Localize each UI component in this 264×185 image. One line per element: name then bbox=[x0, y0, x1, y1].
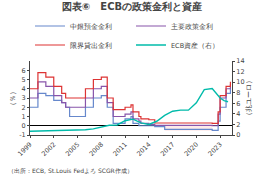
svg-text:0: 0 bbox=[236, 131, 240, 139]
svg-text:3: 3 bbox=[22, 94, 26, 102]
svg-text:10: 10 bbox=[236, 78, 244, 86]
svg-text:2005: 2005 bbox=[64, 141, 81, 158]
svg-text:2014: 2014 bbox=[135, 141, 152, 158]
svg-text:0: 0 bbox=[22, 122, 26, 130]
svg-text:主要政策金利: 主要政策金利 bbox=[171, 23, 213, 31]
svg-text:2: 2 bbox=[236, 121, 240, 129]
svg-text:1999: 1999 bbox=[16, 141, 33, 158]
svg-text:12: 12 bbox=[236, 68, 244, 76]
svg-text:14: 14 bbox=[236, 57, 244, 65]
svg-text:6: 6 bbox=[236, 100, 240, 108]
svg-text:8: 8 bbox=[236, 89, 240, 97]
svg-text:4: 4 bbox=[236, 110, 240, 118]
svg-text:-1: -1 bbox=[19, 131, 25, 139]
svg-text:4: 4 bbox=[22, 85, 26, 93]
svg-text:限界貸出金利: 限界貸出金利 bbox=[70, 42, 112, 50]
svg-text:（兆ユーロ）: （兆ユーロ） bbox=[245, 77, 253, 119]
svg-text:（％）: （％） bbox=[9, 88, 17, 109]
svg-text:2002: 2002 bbox=[40, 141, 57, 158]
svg-text:5: 5 bbox=[22, 76, 26, 84]
svg-text:2: 2 bbox=[22, 104, 26, 112]
svg-text:2008: 2008 bbox=[88, 141, 105, 158]
svg-text:2023: 2023 bbox=[206, 141, 223, 158]
svg-text:（出所：ECB, St.Louis Fedよろ SCGR作成: （出所：ECB, St.Louis Fedよろ SCGR作成） bbox=[8, 167, 133, 175]
svg-text:ECB資産（右）: ECB資産（右） bbox=[171, 42, 219, 50]
svg-text:1: 1 bbox=[22, 113, 26, 121]
svg-text:2011: 2011 bbox=[111, 141, 128, 158]
svg-text:2017: 2017 bbox=[159, 141, 176, 158]
svg-text:図表⑥ ECBの政策金利と資産: 図表⑥ ECBの政策金利と資産 bbox=[62, 1, 202, 13]
svg-text:2020: 2020 bbox=[183, 141, 200, 158]
svg-text:中銀預金金利: 中銀預金金利 bbox=[70, 23, 112, 31]
svg-text:6: 6 bbox=[22, 67, 26, 75]
